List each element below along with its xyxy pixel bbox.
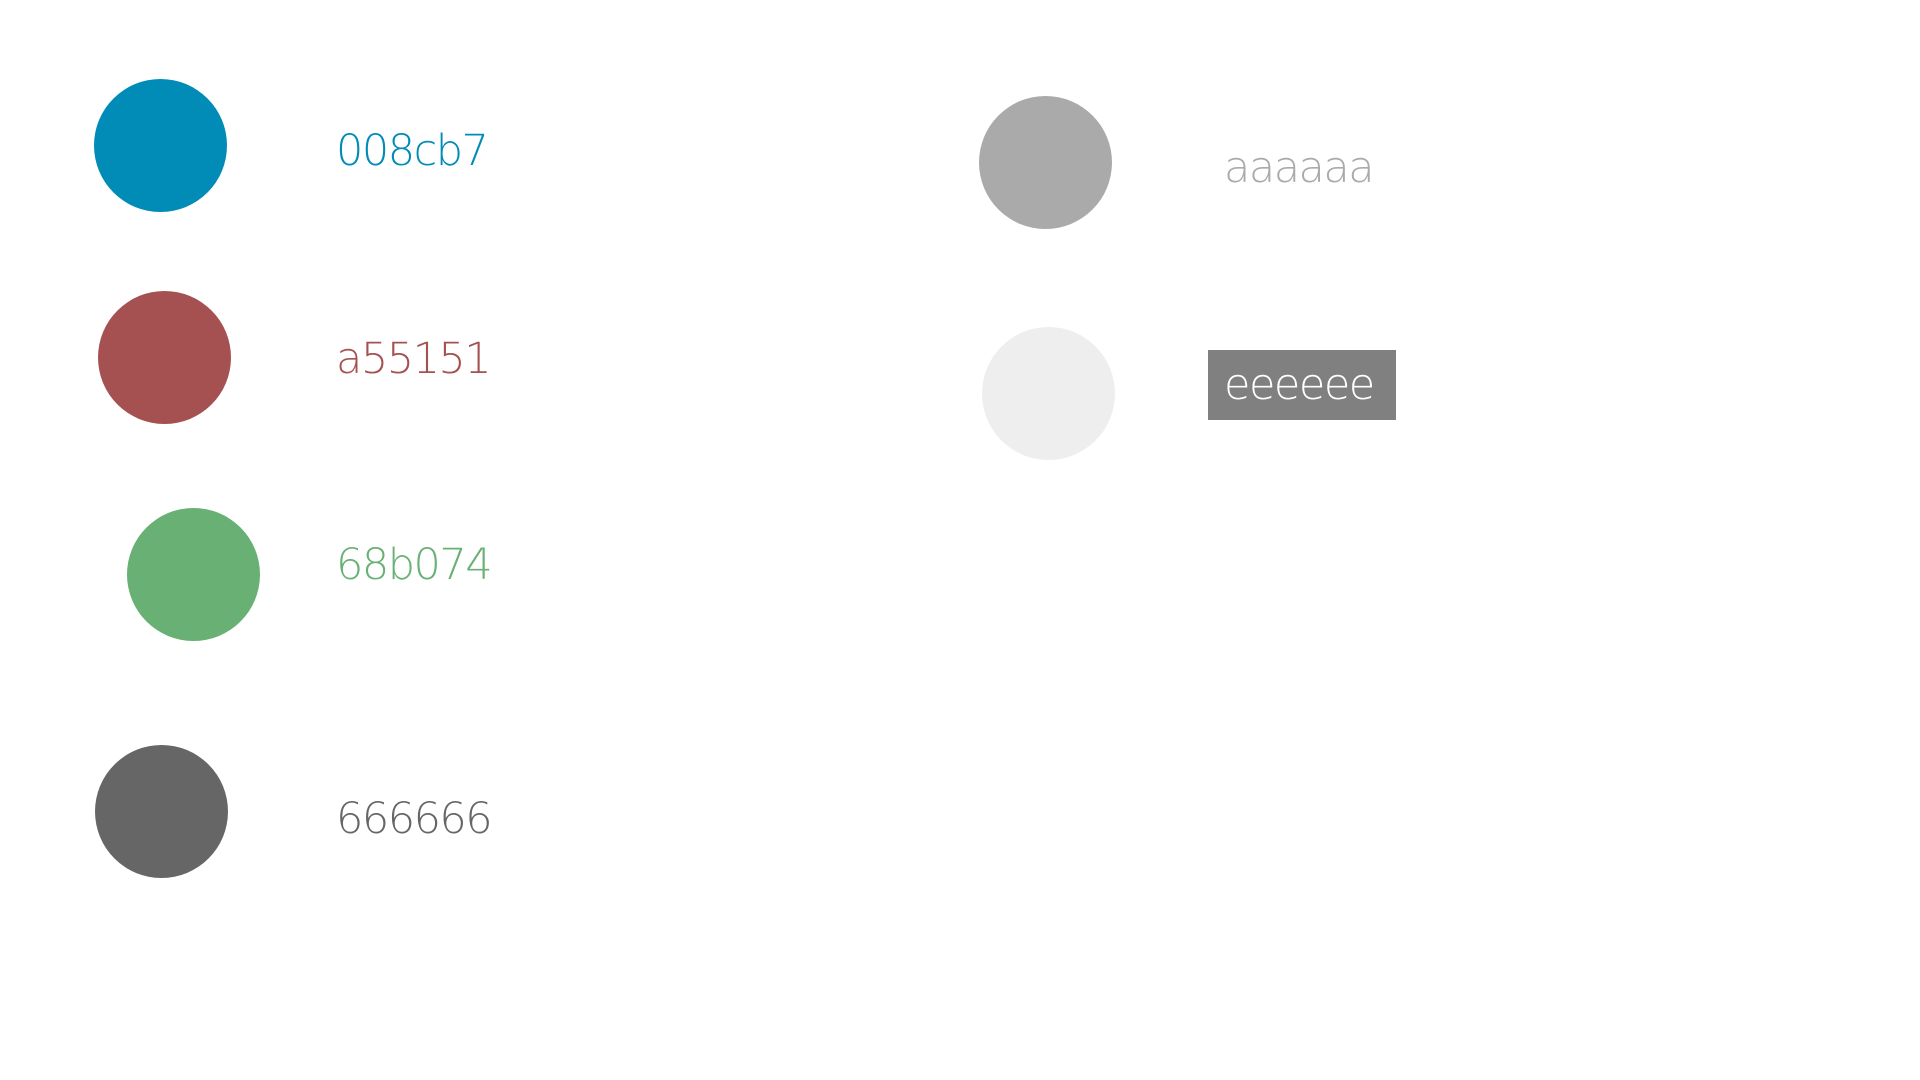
swatch-aaaaaa (979, 96, 1112, 229)
swatch-label-68b074: 68b074 (336, 540, 493, 590)
swatch-label-aaaaaa: aaaaaa (1224, 143, 1375, 193)
swatch-label-666666: 666666 (336, 794, 493, 844)
swatch-666666 (95, 745, 228, 878)
swatch-label-a55151: a55151 (336, 334, 492, 384)
swatch-008cb7 (94, 79, 227, 212)
swatch-label-008cb7: 008cb7 (336, 126, 489, 176)
swatch-label-eeeeee: eeeeee (1208, 350, 1396, 420)
swatch-68b074 (127, 508, 260, 641)
swatch-eeeeee (982, 327, 1115, 460)
swatch-a55151 (98, 291, 231, 424)
